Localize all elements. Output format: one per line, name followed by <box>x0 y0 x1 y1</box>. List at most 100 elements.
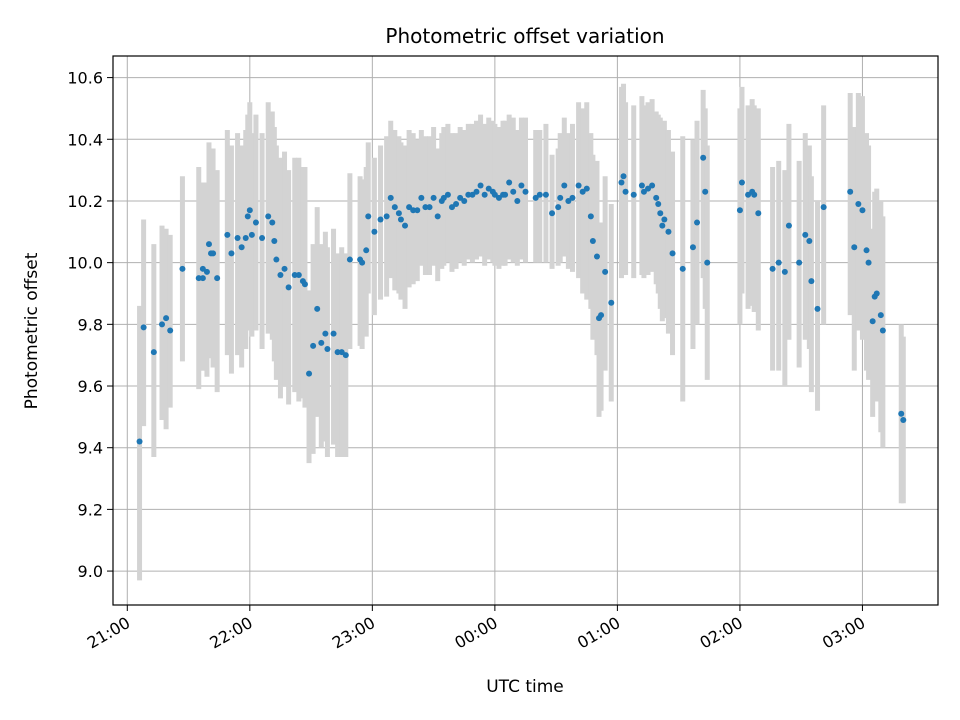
data-point <box>473 188 480 195</box>
y-axis-label: Photometric offset <box>22 252 42 409</box>
y-tick-label: 9.6 <box>78 377 103 396</box>
data-point <box>602 268 609 275</box>
data-point <box>542 191 549 198</box>
data-point <box>877 312 884 319</box>
data-point <box>314 305 321 312</box>
data-point <box>397 216 404 223</box>
data-point <box>506 179 513 186</box>
data-point <box>495 194 502 201</box>
data-point <box>136 438 143 445</box>
data-point <box>318 339 325 346</box>
data-point <box>248 231 255 238</box>
data-point <box>865 259 872 266</box>
data-point <box>781 268 788 275</box>
data-point <box>346 256 353 263</box>
data-point <box>365 213 372 220</box>
data-point <box>802 231 809 238</box>
data-point <box>228 250 235 257</box>
data-point <box>898 410 905 417</box>
data-point <box>620 173 627 180</box>
data-point <box>301 281 308 288</box>
data-point <box>565 197 572 204</box>
data-point <box>461 197 468 204</box>
y-tick-label: 9.4 <box>78 439 103 458</box>
data-point <box>583 185 590 192</box>
x-axis-label: UTC time <box>486 677 564 697</box>
data-point <box>618 179 625 186</box>
data-point <box>653 194 660 201</box>
data-point <box>295 271 302 278</box>
data-point <box>679 265 686 272</box>
data-point <box>377 216 384 223</box>
data-point <box>555 204 562 211</box>
data-point <box>306 370 313 377</box>
data-point <box>704 259 711 266</box>
data-point <box>655 201 662 208</box>
data-point <box>395 210 402 217</box>
y-tick-label: 10.0 <box>67 254 103 273</box>
data-point <box>622 188 629 195</box>
data-points <box>136 154 907 445</box>
y-tick-label: 9.8 <box>78 315 103 334</box>
data-point <box>569 194 576 201</box>
data-point <box>402 222 409 229</box>
data-point <box>579 188 586 195</box>
data-point <box>277 271 284 278</box>
y-tick-label: 9.0 <box>78 562 103 581</box>
data-point <box>645 185 652 192</box>
data-point <box>406 204 413 211</box>
data-point <box>873 290 880 297</box>
data-point <box>557 194 564 201</box>
data-point <box>285 284 292 291</box>
data-point <box>738 179 745 186</box>
data-point <box>457 194 464 201</box>
data-point <box>203 268 210 275</box>
data-point <box>273 256 280 263</box>
data-point <box>900 416 907 423</box>
data-point <box>808 278 815 285</box>
data-point <box>387 194 394 201</box>
data-point <box>630 191 637 198</box>
data-point <box>689 244 696 251</box>
data-point <box>669 250 676 257</box>
data-point <box>383 213 390 220</box>
data-point <box>244 213 251 220</box>
data-point <box>661 216 668 223</box>
data-point <box>281 265 288 272</box>
data-point <box>238 244 245 251</box>
data-point <box>246 207 253 214</box>
data-point <box>371 228 378 235</box>
data-point <box>210 250 217 257</box>
data-point <box>359 259 366 266</box>
data-point <box>224 231 231 238</box>
data-point <box>259 234 266 241</box>
data-point <box>330 330 337 337</box>
data-point <box>163 315 170 322</box>
data-point <box>814 305 821 312</box>
data-point <box>440 194 447 201</box>
data-point <box>820 204 827 211</box>
data-point <box>847 188 854 195</box>
data-point <box>806 238 813 245</box>
data-point <box>785 222 792 229</box>
data-point <box>265 213 272 220</box>
data-point <box>608 299 615 306</box>
data-point <box>322 330 329 337</box>
data-point <box>150 349 157 356</box>
data-point <box>140 324 147 331</box>
data-point <box>448 204 455 211</box>
data-point <box>205 241 212 248</box>
y-tick-label: 10.4 <box>67 130 103 149</box>
data-point <box>869 318 876 325</box>
data-point <box>491 191 498 198</box>
data-point <box>199 265 206 272</box>
data-point <box>242 234 249 241</box>
y-tick-label: 10.6 <box>67 69 103 88</box>
data-point <box>755 210 762 217</box>
data-point <box>859 207 866 214</box>
data-point <box>338 349 345 356</box>
data-point <box>518 182 525 189</box>
data-point <box>167 327 174 334</box>
data-point <box>659 222 666 229</box>
data-point <box>234 234 241 241</box>
